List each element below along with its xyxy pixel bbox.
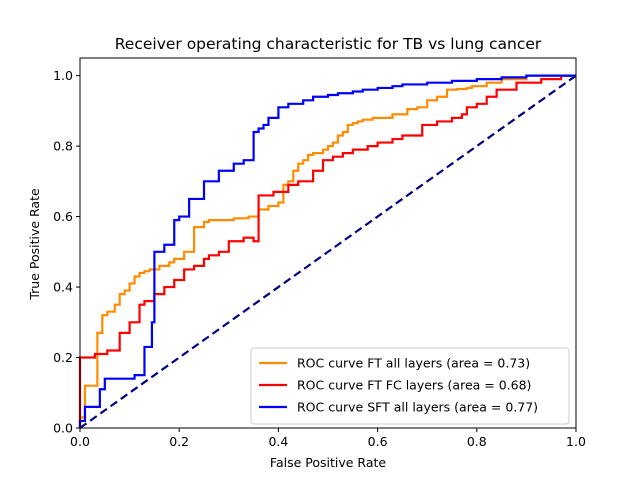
x-tick-label: 0.2 [169,434,189,449]
x-tick-label: 0.0 [70,434,90,449]
chance-diagonal-line [79,74,577,429]
roc-series-line-0 [78,74,576,428]
y-tick-label: 0.6 [53,209,73,224]
legend-entry: ROC curve SFT all layers (area = 0.77) [297,400,538,415]
legend-box [250,347,570,425]
y-tick-label: 1.0 [53,68,73,83]
x-axis: 0.0 0.2 0.4 0.6 0.8 1.0 [70,428,586,449]
roc-series-line-2 [78,74,576,428]
legend-entry: ROC curve FT all layers (area = 0.73) [297,356,530,371]
y-axis: 0.0 0.2 0.4 0.6 0.8 1.0 [53,68,80,436]
x-tick-label: 0.6 [368,434,388,449]
legend: ROC curve FT all layers (area = 0.73) ROC… [250,347,570,425]
y-tick-label: 0.2 [53,350,73,365]
y-tick-label: 0.4 [53,280,73,295]
axes-frame [79,57,577,429]
legend-entry: ROC curve FT FC layers (area = 0.68) [297,378,531,393]
x-tick-label: 0.4 [268,434,288,449]
x-tick-label: 0.8 [467,434,487,449]
plot-area [78,74,577,429]
y-tick-label: 0.0 [53,421,73,436]
x-tick-label: 1.0 [566,434,586,449]
chart-title: Receiver operating characteristic for TB… [115,35,542,53]
y-tick-label: 0.8 [53,139,73,154]
x-axis-label: False Positive Rate [270,455,386,470]
y-axis-label: True Positive Rate [27,188,42,301]
